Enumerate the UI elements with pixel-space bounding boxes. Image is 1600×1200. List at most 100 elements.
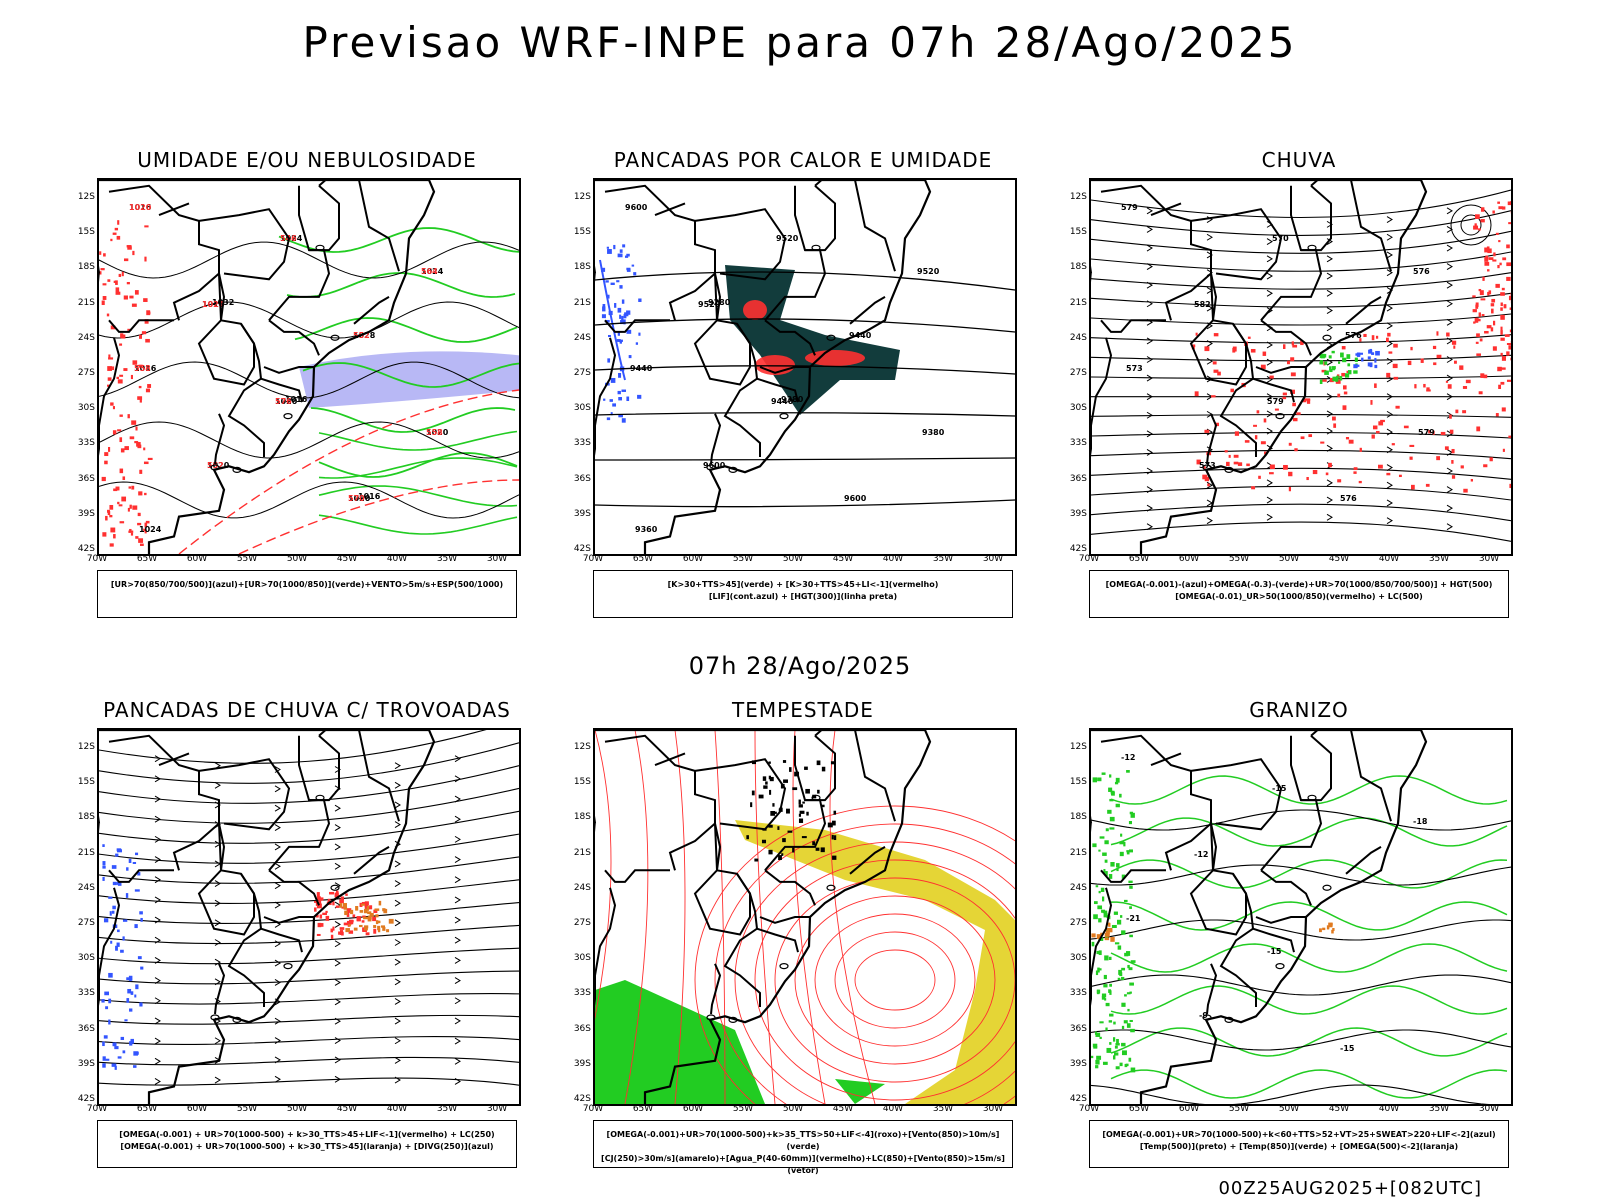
lat-label: 18S [77, 262, 95, 273]
legend-granizo: [OMEGA(-0.001)+UR>70(1000-500)+k<60+TTS>… [1089, 1120, 1509, 1168]
coastline-borders [99, 180, 436, 554]
lat-label: 12S [1069, 192, 1087, 202]
contour-label: 1020 [426, 428, 449, 437]
contour-label: 1020 [275, 397, 298, 406]
lat-label: 39S [77, 508, 95, 519]
lat-label: 27S [1069, 918, 1087, 928]
lon-label: 65W [632, 1104, 654, 1114]
contour-label: 564 [421, 267, 438, 276]
lat-label: 15S [573, 227, 591, 238]
lon-label: 55W [236, 554, 258, 564]
lon-label: 50W [782, 554, 804, 564]
lon-label: 60W [682, 554, 704, 564]
lat-label: 21S [573, 297, 591, 308]
contour-label: 558 [426, 428, 443, 437]
lat-label: 21S [77, 847, 95, 858]
contour-label: 9440 [849, 331, 872, 340]
lon-label: 35W [932, 554, 954, 564]
map-canvas-granizo: -12-12-15-15-18-21-9-15 [1091, 730, 1511, 1104]
lat-label: 42S [573, 1094, 591, 1104]
contour-label: -12 [1194, 850, 1208, 859]
legend-pancadas-calor: [K>30+TTS>45](verde) + [K>30+TTS>45+LI<-… [593, 570, 1013, 618]
lat-label: 24S [77, 882, 95, 893]
contour-label: 1024 [280, 234, 303, 243]
lon-label: 55W [732, 554, 754, 564]
lat-label: 36S [1069, 1023, 1087, 1034]
lat-label: 24S [77, 332, 95, 343]
map-canvas-umidade: 1016101610201020102410161020102410281020… [99, 180, 519, 554]
lat-label: 33S [573, 988, 591, 999]
map-canvas-pancadas-calor: 9600952094409600952094409600952094409380… [595, 180, 1015, 554]
lon-label: 55W [732, 1104, 754, 1114]
lat-label: 21S [1069, 847, 1087, 858]
lat-label: 42S [1069, 544, 1087, 554]
lat-label: 42S [77, 1094, 95, 1104]
forecast-fields: 1016101610201020102410161020102410281020… [99, 203, 519, 554]
lon-label: 40W [882, 554, 904, 564]
lon-label: 65W [136, 1104, 158, 1114]
lon-label: 35W [1428, 1104, 1450, 1114]
panel-title-tempestade: TEMPESTADE [732, 698, 874, 722]
lon-label: 70W [86, 1104, 108, 1114]
lon-label: 30W [1478, 554, 1500, 564]
legend-line: [K>30+TTS>45](verde) + [K>30+TTS>45+LI<-… [667, 580, 939, 589]
lat-label: 33S [77, 988, 95, 999]
lat-label: 27S [77, 368, 95, 378]
panel-title-chuva: CHUVA [1261, 148, 1337, 172]
contour-label: 558 [134, 364, 151, 373]
lon-label: 50W [782, 1104, 804, 1114]
lon-label: 60W [682, 1104, 704, 1114]
lon-label: 70W [1078, 554, 1100, 564]
lon-label: 45W [832, 554, 854, 564]
lat-label: 30S [573, 403, 591, 414]
lat-label: 21S [1069, 297, 1087, 308]
contour-label: 582 [1194, 300, 1211, 309]
map-granizo: -12 -12 -15 -15 -18 -21 -9 -15 [1089, 728, 1513, 1106]
contour-label: 9380 [781, 395, 804, 404]
lat-label: 12S [77, 742, 95, 752]
contour-label: 9440 [771, 397, 794, 406]
lat-label: 12S [1069, 742, 1087, 752]
page-title: Previsao WRF-INPE para 07h 28/Ago/2025 [302, 18, 1298, 67]
lon-label: 30W [982, 1104, 1004, 1114]
legend-tempestade: [OMEGA(-0.001)+UR>70(1000-500)+k>35_TTS>… [593, 1120, 1013, 1175]
lat-label: 39S [1069, 1058, 1087, 1069]
lat-label: 42S [573, 544, 591, 554]
panel-title-pancadas-trovoadas: PANCADAS DE CHUVA C/ TROVOADAS [103, 698, 511, 722]
lon-label: 45W [336, 554, 358, 564]
lat-label: 39S [573, 508, 591, 519]
contour-label: -15 [1272, 784, 1287, 793]
contour-label: 1024 [421, 267, 444, 276]
contour-label: 579 [1418, 428, 1435, 437]
lat-label: 30S [573, 953, 591, 964]
lat-label: 36S [1069, 473, 1087, 484]
legend-line: [UR>70(850/700/500)](azul)+[UR>70(1000/8… [110, 580, 504, 589]
contour-label: 1016 [285, 395, 308, 404]
contour-label: 573 [1126, 364, 1143, 373]
contour-label: 1016 [129, 203, 152, 212]
lon-label: 65W [136, 554, 158, 564]
lon-label: 30W [486, 1104, 508, 1114]
lon-label: 35W [436, 1104, 458, 1114]
mid-title: 07h 28/Ago/2025 [688, 652, 912, 680]
lat-label: 18S [77, 812, 95, 823]
contour-label: 1028 [353, 331, 376, 340]
lat-label: 33S [77, 438, 95, 449]
lat-label: 12S [573, 192, 591, 202]
map-umidade: 1016 1016 1020 1020 1024 1016 1020 1024 1028 1020… [97, 178, 521, 556]
legend-line: [CJ(250)>30m/s](amarelo)+[Agua_P(40-60mm… [601, 1154, 1005, 1175]
lon-label: 65W [1128, 1104, 1150, 1114]
contour-label: 576 [275, 397, 292, 406]
lon-label: 50W [286, 554, 308, 564]
lon-label: 60W [1178, 1104, 1200, 1114]
lat-label: 18S [1069, 812, 1087, 823]
lat-label: 30S [77, 403, 95, 414]
lon-label: 40W [882, 1104, 904, 1114]
lon-label: 65W [1128, 554, 1150, 564]
lon-label: 35W [932, 1104, 954, 1114]
lat-label: 27S [77, 918, 95, 928]
lat-label: 36S [77, 473, 95, 484]
lon-label: 70W [86, 554, 108, 564]
contour-label: -15 [1267, 947, 1282, 956]
lat-label: 15S [1069, 777, 1087, 788]
